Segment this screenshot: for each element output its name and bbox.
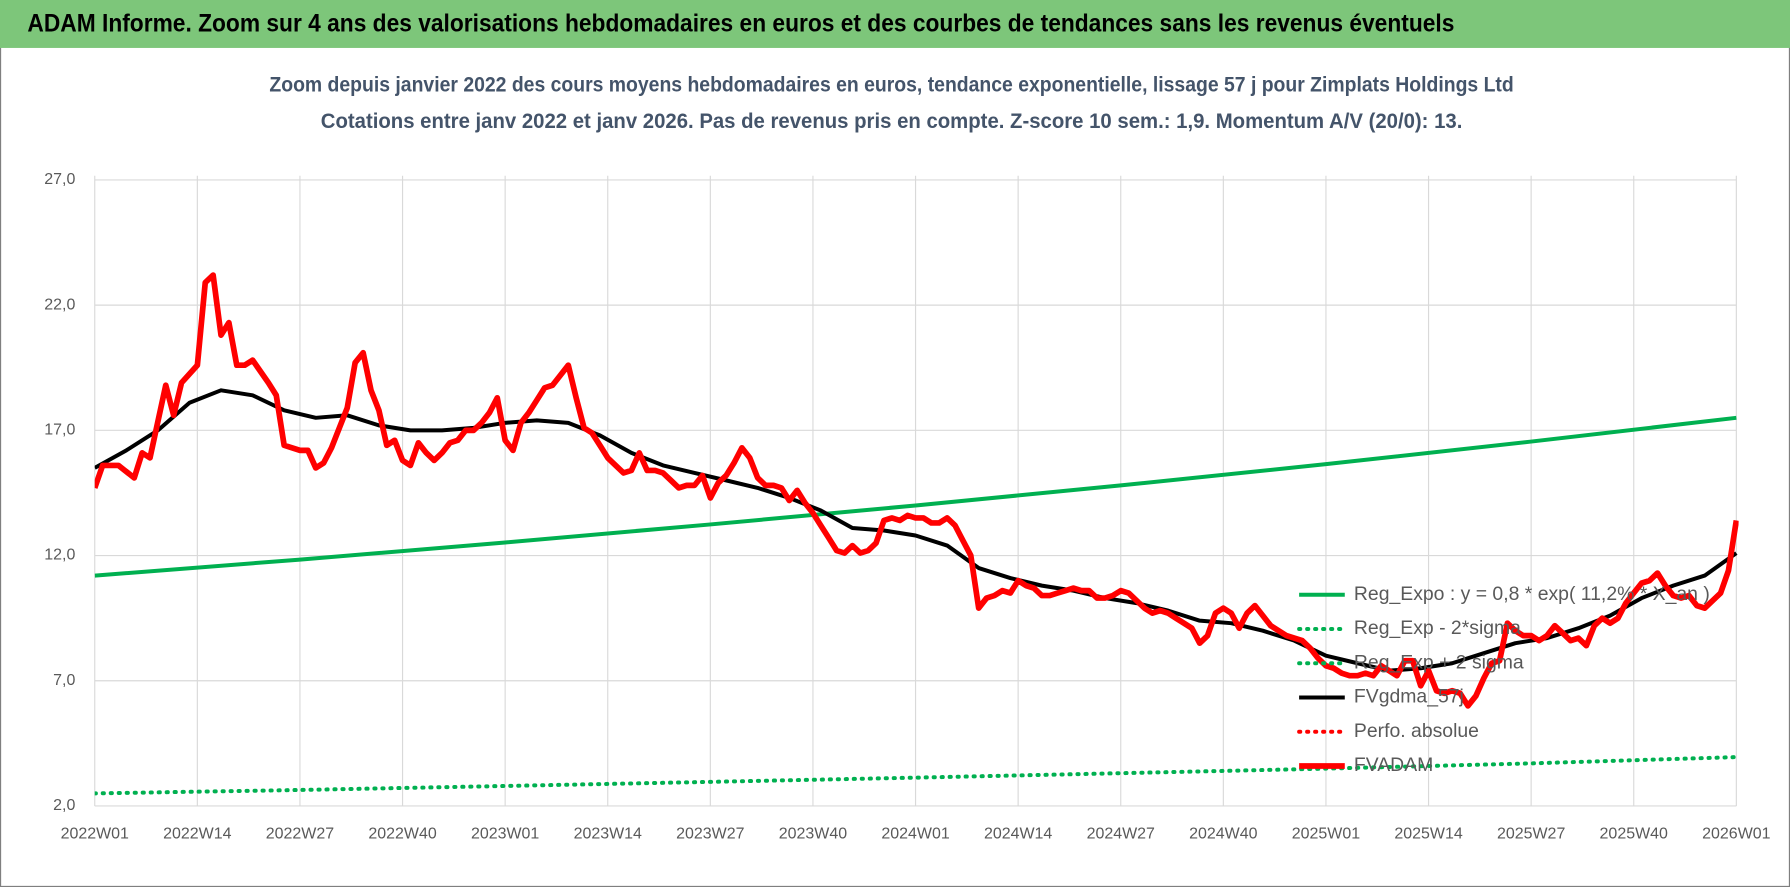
x-tick-label: 2022W27 <box>266 826 334 843</box>
page-title: ADAM Informe. Zoom sur 4 ans des valoris… <box>27 10 1454 38</box>
series-line <box>94 755 1739 796</box>
y-tick-label: 7,0 <box>53 672 75 689</box>
chart-subtitle: Cotations entre janv 2022 et janv 2026. … <box>321 108 1463 133</box>
legend-label: FVgdma_57j <box>1354 686 1464 708</box>
legend-label: Reg_Exp + 2 sigma <box>1354 651 1524 673</box>
x-tick-label: 2023W14 <box>574 826 642 843</box>
plot <box>94 272 1739 796</box>
y-tick-label: 17,0 <box>44 422 75 439</box>
series-line <box>94 388 1738 673</box>
title-box <box>245 66 1538 142</box>
legend: Reg_Expo : y = 0,8 * exp( 11,2% * X_an )… <box>1297 583 1710 776</box>
x-tick-label: 2024W40 <box>1189 826 1257 843</box>
legend-label: Perfo. absolue <box>1354 720 1479 742</box>
x-tick-label: 2024W27 <box>1087 826 1155 843</box>
x-tick-label: 2022W40 <box>368 826 436 843</box>
x-tick-label: 2025W01 <box>1292 826 1360 843</box>
y-tick-label: 12,0 <box>44 547 75 564</box>
chart-title: Zoom depuis janvier 2022 des cours moyen… <box>269 71 1513 96</box>
x-tick-label: 2025W40 <box>1600 826 1668 843</box>
x-tick-label: 2025W14 <box>1394 826 1462 843</box>
x-tick-label: 2023W27 <box>676 826 744 843</box>
x-tick-label: 2023W40 <box>779 826 847 843</box>
grid: 2,0 7,0 12,0 17,0 22,0 27,0 2022W01 2022W14 2022… <box>44 171 1770 843</box>
x-tick-label: 2022W14 <box>163 826 231 843</box>
legend-label: Reg_Expo : y = 0,8 * exp( 11,2% * X_an ) <box>1354 583 1710 605</box>
y-tick-label: 22,0 <box>44 296 75 313</box>
y-tick-label: 2,0 <box>53 797 75 814</box>
series-line <box>94 415 1737 578</box>
x-tick-label: 2022W01 <box>61 826 129 843</box>
legend-label: Reg_Exp - 2*sigma <box>1354 617 1521 639</box>
header-bar <box>0 0 1790 48</box>
x-tick-label: 2025W27 <box>1497 826 1565 843</box>
y-tick-label: 27,0 <box>44 171 75 188</box>
x-tick-label: 2024W14 <box>984 826 1052 843</box>
legend-label: FVADAM <box>1354 754 1433 776</box>
x-tick-label: 2026W01 <box>1702 826 1770 843</box>
x-tick-label: 2024W01 <box>881 826 949 843</box>
series-line <box>94 272 1739 709</box>
x-tick-label: 2023W01 <box>471 826 539 843</box>
